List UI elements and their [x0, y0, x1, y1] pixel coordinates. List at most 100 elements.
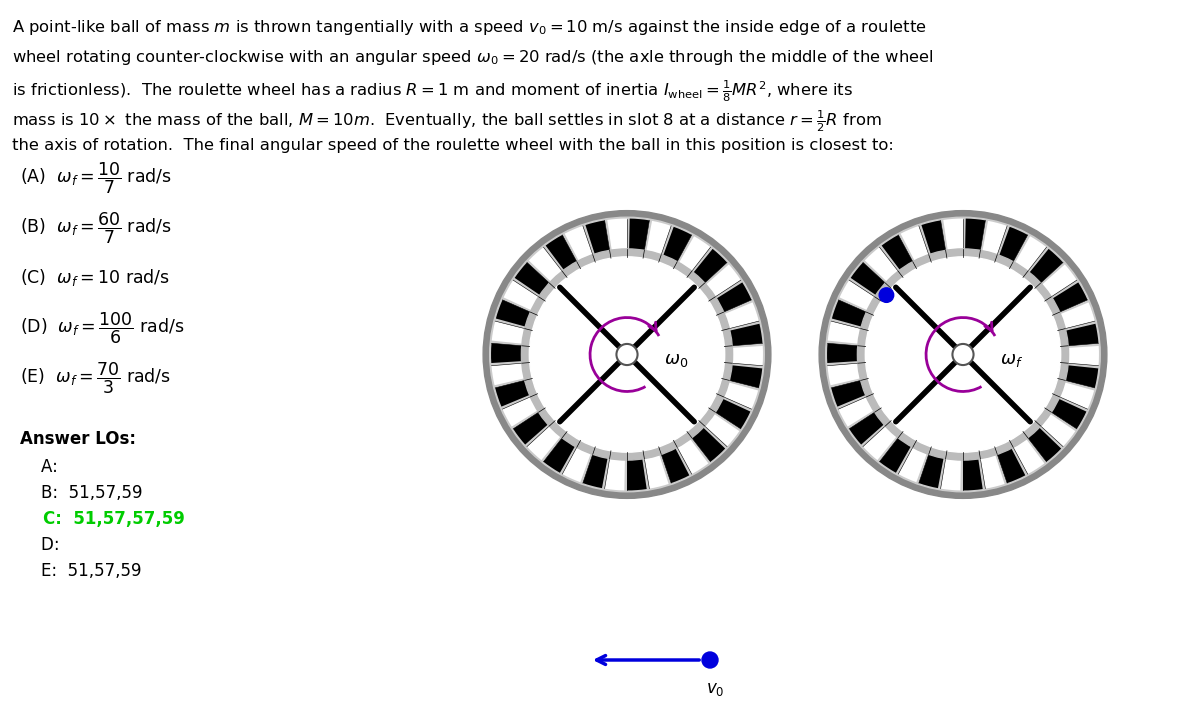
Wedge shape [496, 379, 533, 407]
Wedge shape [1026, 425, 1061, 462]
Text: A point-like ball of mass $m$ is thrown tangentially with a speed $v_0 = 10$ m/s: A point-like ball of mass $m$ is thrown … [12, 18, 926, 37]
Wedge shape [882, 235, 914, 273]
Circle shape [880, 288, 894, 302]
Text: Answer LOs:: Answer LOs: [20, 430, 136, 448]
Text: the axis of rotation.  The final angular speed of the roulette wheel with the ba: the axis of rotation. The final angular … [12, 138, 894, 153]
Wedge shape [865, 247, 900, 284]
Wedge shape [901, 226, 930, 264]
Wedge shape [832, 300, 870, 328]
Wedge shape [544, 435, 577, 473]
Wedge shape [828, 321, 864, 344]
Wedge shape [660, 445, 689, 483]
Wedge shape [964, 455, 983, 491]
Wedge shape [563, 444, 592, 482]
Circle shape [490, 217, 764, 492]
Text: C:  51,57,57,59: C: 51,57,57,59 [20, 510, 185, 528]
Wedge shape [629, 218, 649, 255]
Text: (D)  $\omega_f = \dfrac{100}{6}$ rad/s: (D) $\omega_f = \dfrac{100}{6}$ rad/s [20, 311, 185, 346]
Wedge shape [712, 397, 750, 429]
Wedge shape [1062, 365, 1098, 388]
Wedge shape [546, 235, 578, 273]
Wedge shape [922, 220, 947, 258]
Wedge shape [583, 451, 608, 488]
Wedge shape [720, 381, 758, 409]
Wedge shape [628, 455, 647, 491]
Text: wheel rotating counter-clockwise with an angular speed $\omega_0 = 20$ rad/s (th: wheel rotating counter-clockwise with an… [12, 48, 934, 67]
Text: D:: D: [20, 536, 60, 554]
Wedge shape [982, 221, 1007, 258]
Wedge shape [965, 218, 985, 255]
Wedge shape [527, 423, 563, 460]
Circle shape [702, 652, 718, 668]
Wedge shape [713, 282, 751, 313]
Text: $\omega_0$: $\omega_0$ [664, 351, 689, 369]
Circle shape [826, 217, 1100, 492]
Text: $v_0$: $v_0$ [706, 680, 725, 698]
Wedge shape [899, 444, 928, 482]
Wedge shape [880, 435, 913, 473]
Wedge shape [941, 454, 961, 491]
Wedge shape [1057, 302, 1094, 330]
Wedge shape [1012, 436, 1044, 474]
Text: E:  51,57,59: E: 51,57,59 [20, 562, 142, 580]
Wedge shape [828, 363, 864, 385]
Wedge shape [702, 412, 739, 447]
Wedge shape [1049, 282, 1087, 313]
Wedge shape [492, 363, 528, 385]
Wedge shape [1027, 249, 1063, 286]
Wedge shape [919, 451, 944, 488]
Wedge shape [607, 218, 628, 254]
Wedge shape [690, 425, 725, 462]
Wedge shape [863, 423, 899, 460]
Wedge shape [827, 343, 862, 363]
Wedge shape [1048, 397, 1086, 429]
Wedge shape [850, 410, 887, 445]
Circle shape [820, 211, 1106, 498]
Wedge shape [1013, 236, 1046, 274]
Wedge shape [728, 346, 763, 366]
Circle shape [953, 344, 973, 365]
Wedge shape [1039, 264, 1076, 299]
Wedge shape [586, 220, 611, 258]
Circle shape [484, 211, 770, 498]
Text: A:: A: [20, 458, 58, 476]
Circle shape [617, 344, 637, 365]
Wedge shape [691, 249, 727, 286]
Text: (A)  $\omega_f = \dfrac{10}{7}$ rad/s: (A) $\omega_f = \dfrac{10}{7}$ rad/s [20, 160, 172, 196]
Wedge shape [515, 262, 552, 297]
Wedge shape [1062, 324, 1098, 346]
Wedge shape [721, 302, 758, 330]
Text: (C)  $\omega_f = 10$ rad/s: (C) $\omega_f = 10$ rad/s [20, 267, 170, 289]
Circle shape [529, 257, 725, 452]
Wedge shape [491, 343, 526, 363]
Wedge shape [726, 324, 762, 346]
Text: (E)  $\omega_f = \dfrac{70}{3}$ rad/s: (E) $\omega_f = \dfrac{70}{3}$ rad/s [20, 360, 170, 396]
Wedge shape [1064, 346, 1099, 366]
Text: B:  51,57,59: B: 51,57,59 [20, 484, 143, 502]
Wedge shape [840, 280, 878, 312]
Wedge shape [643, 451, 668, 489]
Wedge shape [492, 321, 528, 344]
Text: is frictionless).  The roulette wheel has a radius $R = 1$ m and moment of inert: is frictionless). The roulette wheel has… [12, 78, 853, 104]
Wedge shape [726, 365, 762, 388]
Wedge shape [677, 236, 710, 274]
Wedge shape [605, 454, 625, 491]
Wedge shape [943, 218, 964, 254]
Wedge shape [979, 451, 1004, 489]
Text: (B)  $\omega_f = \dfrac{60}{7}$ rad/s: (B) $\omega_f = \dfrac{60}{7}$ rad/s [20, 211, 172, 246]
Wedge shape [839, 396, 877, 427]
Wedge shape [646, 221, 671, 258]
Wedge shape [529, 247, 564, 284]
Wedge shape [1056, 381, 1094, 409]
Circle shape [857, 249, 1068, 460]
Wedge shape [496, 300, 534, 328]
Wedge shape [703, 264, 740, 299]
Wedge shape [1038, 412, 1075, 447]
Wedge shape [851, 262, 888, 297]
Wedge shape [998, 227, 1027, 265]
Wedge shape [565, 226, 594, 264]
Text: mass is $10\times$ the mass of the ball, $M = 10m$.  Eventually, the ball settle: mass is $10\times$ the mass of the ball,… [12, 108, 882, 134]
Wedge shape [996, 445, 1025, 483]
Wedge shape [504, 280, 542, 312]
Wedge shape [662, 227, 691, 265]
